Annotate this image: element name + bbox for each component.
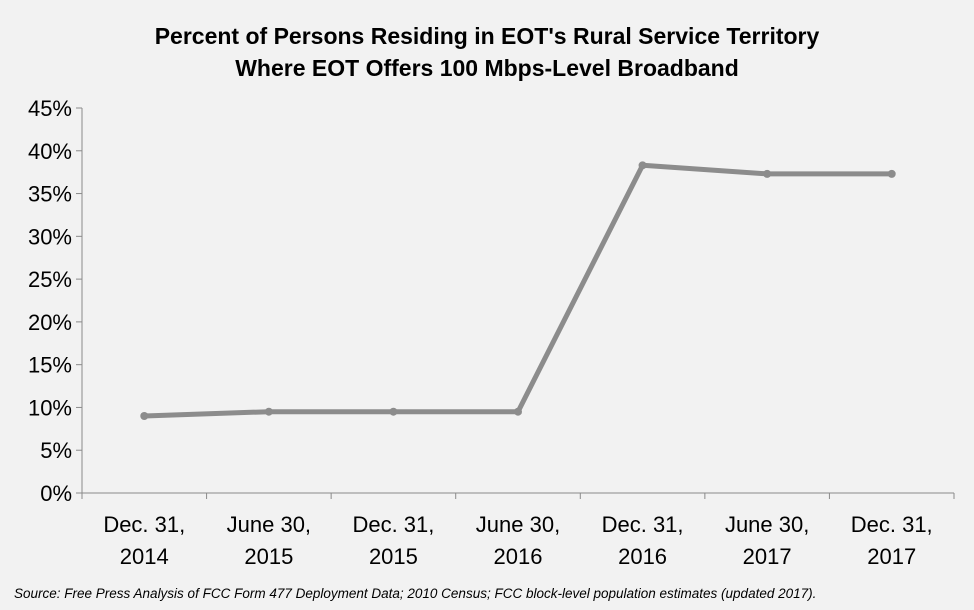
data-point: [763, 169, 772, 178]
data-point: [140, 412, 149, 420]
y-tick-label: 45%: [28, 96, 72, 121]
y-tick-label: 25%: [28, 267, 72, 292]
x-tick-label: 2015: [369, 544, 418, 569]
y-tick-label: 5%: [40, 438, 72, 463]
x-tick-label: Dec. 31,: [103, 512, 185, 537]
chart-title-line-1: Percent of Persons Residing in EOT's Rur…: [154, 23, 820, 49]
y-tick-label: 35%: [28, 182, 72, 207]
data-point: [514, 407, 522, 416]
x-tick-label: June 30,: [476, 512, 560, 537]
series-line: [141, 162, 895, 419]
x-tick-label: 2017: [743, 544, 792, 569]
y-tick-label: 15%: [28, 353, 72, 378]
x-tick-label: June 30,: [227, 512, 311, 537]
x-tick-label: Dec. 31,: [602, 512, 684, 537]
x-tick-label: 2015: [244, 544, 293, 569]
y-tick-label: 10%: [28, 395, 72, 420]
x-tick-label: 2016: [494, 544, 543, 569]
chart-title-line-2: Where EOT Offers 100 Mbps-Level Broadban…: [235, 55, 739, 81]
x-tick-label: Dec. 31,: [352, 512, 434, 537]
data-point: [638, 161, 647, 170]
y-tick-label: 30%: [28, 224, 72, 249]
data-point: [887, 169, 896, 178]
x-tick-label: 2017: [867, 544, 916, 569]
chart-title: Percent of Persons Residing in EOT's Rur…: [0, 20, 974, 84]
x-tick-label: 2016: [618, 544, 667, 569]
data-point: [389, 407, 398, 416]
y-tick-label: 40%: [28, 139, 72, 164]
x-tick-label: Dec. 31,: [851, 512, 933, 537]
y-tick-label: 0%: [40, 481, 72, 506]
y-tick-label: 20%: [28, 310, 72, 335]
data-point: [264, 407, 273, 416]
source-note: Source: Free Press Analysis of FCC Form …: [14, 586, 817, 601]
x-tick-label: June 30,: [725, 512, 809, 537]
line-chart: 0% 5% 10% 15% 20% 25% 30% 35% 40% 45% Dec. 31, 2014…: [28, 96, 955, 569]
x-tick-label: 2014: [120, 544, 169, 569]
